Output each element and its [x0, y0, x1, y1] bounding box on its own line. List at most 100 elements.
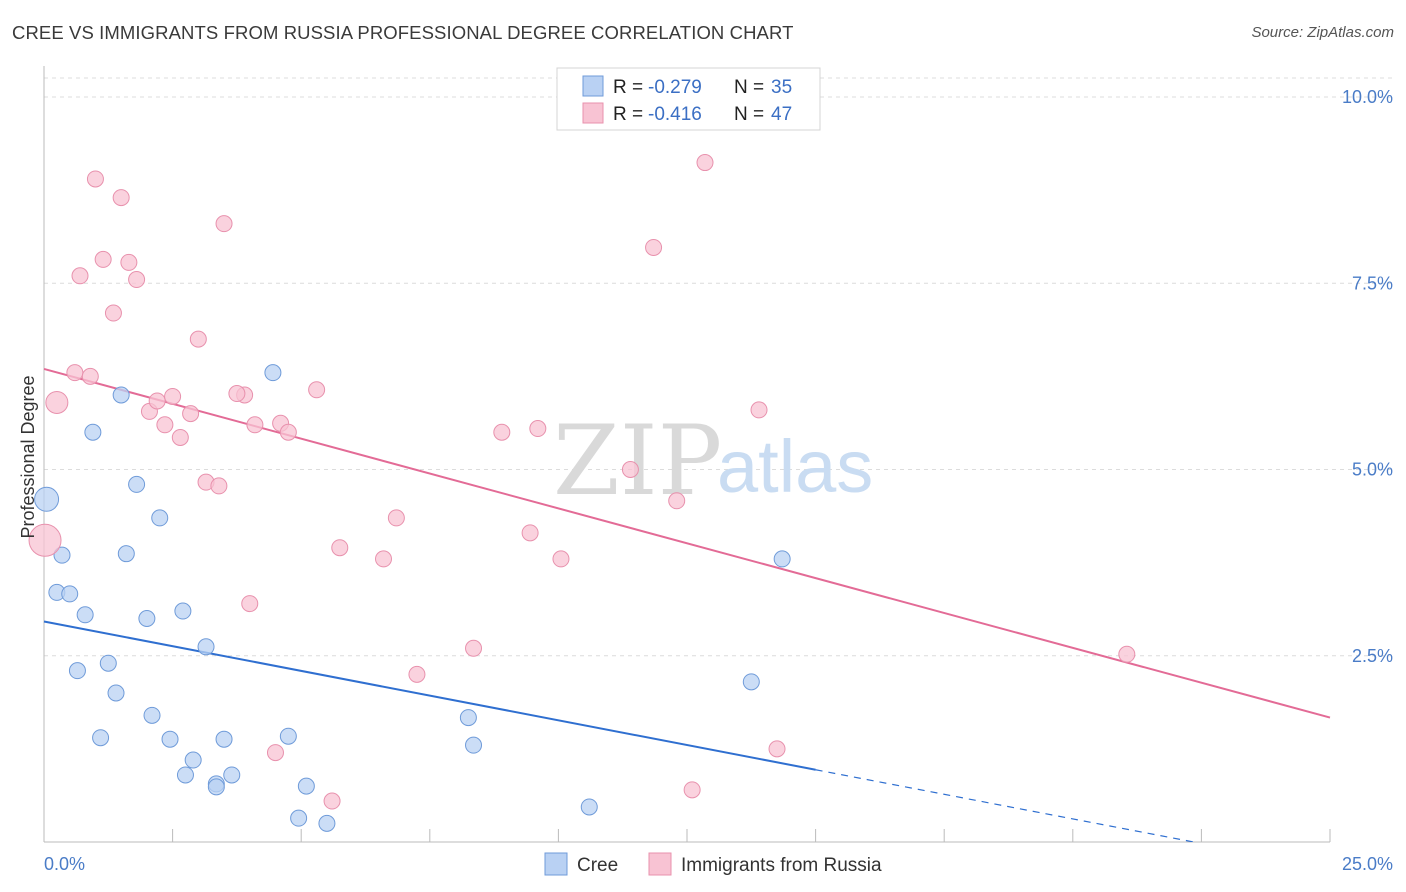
point-russia-9 [128, 271, 146, 289]
stats-r-label-cree: R = [613, 77, 643, 98]
point-russia-20 [228, 385, 246, 403]
point-russia-5 [86, 170, 104, 188]
point-cree-11 [99, 654, 117, 672]
stats-n-label-cree: N = [734, 77, 764, 98]
stats-r-label-russia: R = [613, 104, 643, 125]
point-cree-16 [143, 706, 161, 724]
legend-swatch-russia [648, 852, 672, 876]
point-russia-40 [645, 238, 663, 256]
point-cree-4 [76, 606, 94, 624]
point-cree-32 [580, 798, 598, 816]
point-cree-15 [197, 638, 215, 656]
point-russia-13 [156, 416, 174, 434]
x-tick-label-min: 0.0% [44, 854, 85, 874]
point-russia-38 [552, 550, 570, 568]
point-cree-27 [297, 777, 315, 795]
legend-swatch-cree [544, 852, 568, 876]
point-russia-28 [266, 744, 284, 762]
point-cree-22 [207, 778, 225, 796]
point-russia-18 [215, 215, 233, 233]
point-russia-37 [529, 420, 547, 438]
y-tick-label-3: 10.0% [1342, 87, 1393, 107]
trend-line-cree [43, 620, 816, 771]
point-cree-9 [117, 545, 135, 563]
point-russia-39 [621, 461, 639, 478]
point-russia-29 [323, 792, 341, 810]
point-russia-31 [375, 550, 393, 568]
point-cree-17 [92, 729, 110, 747]
point-russia-34 [465, 639, 483, 657]
point-cree-20 [176, 766, 194, 784]
point-cree-10 [68, 662, 86, 680]
stats-r-value-russia: -0.416 [648, 104, 702, 125]
stats-swatch-cree [582, 75, 604, 97]
stats-box: R = -0.279 N = 35 R = -0.416 N = 47 [556, 67, 821, 131]
point-russia-7 [94, 250, 112, 268]
point-russia-16 [182, 405, 200, 423]
point-cree-23 [215, 730, 233, 748]
point-cree-19 [184, 751, 202, 769]
y-tick-label-2: 7.5% [1352, 273, 1393, 293]
legend-label-cree: Cree [577, 855, 618, 876]
legend-label-russia: Immigrants from Russia [681, 855, 882, 876]
y-tick-labels: 2.5% 5.0% 7.5% 10.0% [1342, 87, 1393, 666]
grid-lines [44, 77, 1393, 657]
watermark-atlas: atlas [717, 425, 873, 508]
point-cree-31 [465, 736, 483, 754]
point-russia-32 [387, 509, 405, 527]
point-russia-26 [308, 381, 326, 399]
point-russia-30 [331, 539, 349, 557]
point-russia-23 [279, 423, 297, 441]
point-russia-14 [164, 387, 182, 405]
y-tick-label-1: 5.0% [1352, 460, 1393, 480]
watermark-zip: ZIP [553, 405, 722, 517]
point-russia-42 [683, 781, 701, 799]
point-russia-21 [246, 416, 264, 434]
y-axis-title: Professional Degree [18, 375, 38, 538]
chart-source: Source: ZipAtlas.com [1251, 24, 1394, 41]
axes [43, 66, 1331, 843]
trend-line-cree-extension [815, 769, 1197, 842]
data-points [28, 154, 1136, 832]
point-cree-18 [161, 730, 179, 748]
stats-n-value-russia: 47 [771, 104, 792, 125]
point-russia-3 [81, 367, 99, 385]
point-cree-33 [742, 673, 760, 691]
point-russia-1 [45, 390, 69, 414]
point-russia-46 [1118, 645, 1136, 663]
chart-title: CREE VS IMMIGRANTS FROM RUSSIA PROFESSIO… [12, 22, 794, 43]
point-russia-10 [104, 304, 122, 322]
point-cree-0 [34, 486, 60, 512]
point-cree-8 [151, 509, 169, 527]
point-russia-25 [210, 477, 228, 495]
point-russia-15 [171, 428, 189, 446]
point-russia-6 [112, 189, 130, 207]
stats-n-value-cree: 35 [771, 77, 792, 98]
point-cree-12 [107, 684, 125, 702]
point-cree-6 [112, 386, 130, 404]
point-cree-7 [128, 475, 146, 493]
point-russia-44 [750, 401, 768, 419]
point-cree-29 [318, 814, 336, 832]
point-cree-24 [223, 766, 241, 784]
point-cree-34 [773, 550, 791, 568]
stats-swatch-russia [582, 102, 604, 124]
legend: Cree Immigrants from Russia [544, 852, 882, 876]
point-cree-25 [264, 364, 282, 382]
point-cree-26 [279, 727, 297, 745]
y-tick-label-0: 2.5% [1352, 646, 1393, 666]
point-russia-43 [696, 154, 714, 172]
point-russia-45 [768, 740, 786, 758]
point-russia-33 [408, 665, 426, 683]
point-russia-2 [66, 364, 84, 382]
point-russia-4 [71, 267, 89, 285]
point-cree-30 [459, 709, 477, 727]
point-cree-14 [174, 602, 192, 620]
point-russia-36 [521, 524, 539, 542]
stats-n-label-russia: N = [734, 104, 764, 125]
point-russia-12 [148, 392, 166, 410]
point-cree-3 [61, 585, 79, 603]
stats-r-value-cree: -0.279 [648, 77, 702, 98]
point-russia-27 [241, 595, 259, 613]
